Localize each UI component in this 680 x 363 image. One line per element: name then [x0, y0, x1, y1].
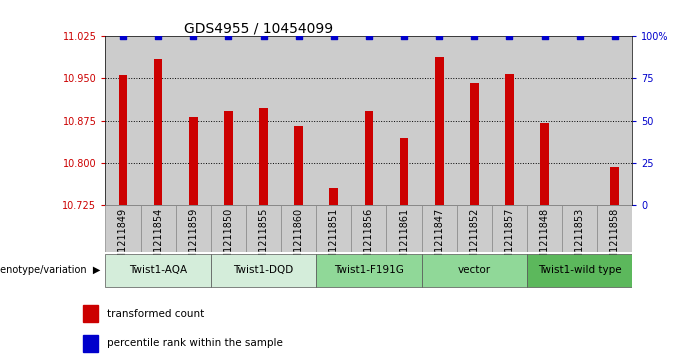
Text: GSM1211858: GSM1211858 — [610, 207, 620, 273]
Bar — [211, 205, 246, 252]
Bar — [329, 188, 338, 205]
Point — [293, 33, 304, 39]
Text: transformed count: transformed count — [107, 309, 205, 319]
Bar — [294, 126, 303, 205]
Bar — [457, 205, 492, 252]
Bar — [492, 205, 527, 252]
Bar — [83, 305, 99, 322]
Point — [609, 33, 620, 39]
Bar — [141, 205, 175, 252]
Bar — [352, 205, 386, 252]
Point — [188, 33, 199, 39]
Bar — [597, 205, 632, 252]
Text: genotype/variation  ▶: genotype/variation ▶ — [0, 265, 100, 276]
Bar — [105, 36, 141, 205]
Bar — [189, 117, 198, 205]
Text: GSM1211850: GSM1211850 — [223, 207, 233, 273]
Bar — [175, 205, 211, 252]
Bar — [386, 36, 422, 205]
Bar — [527, 205, 562, 252]
Bar — [281, 36, 316, 205]
Text: GSM1211856: GSM1211856 — [364, 207, 374, 273]
Bar — [575, 204, 584, 205]
Point — [328, 33, 339, 39]
Text: Twist1-wild type: Twist1-wild type — [538, 265, 622, 276]
Text: GDS4955 / 10454099: GDS4955 / 10454099 — [184, 21, 334, 35]
Point — [469, 33, 479, 39]
Text: percentile rank within the sample: percentile rank within the sample — [107, 338, 284, 348]
Bar — [492, 36, 527, 205]
Point — [258, 33, 269, 39]
Text: GSM1211861: GSM1211861 — [399, 207, 409, 273]
Bar — [211, 36, 246, 205]
Point — [398, 33, 409, 39]
Bar — [175, 36, 211, 205]
Bar — [562, 205, 597, 252]
Point — [574, 33, 585, 39]
Text: GSM1211848: GSM1211848 — [539, 207, 549, 273]
Bar — [83, 335, 99, 352]
Bar — [316, 36, 352, 205]
Bar — [527, 254, 632, 287]
Bar — [259, 108, 268, 205]
Bar — [316, 254, 422, 287]
Bar — [118, 74, 127, 205]
Bar — [422, 36, 457, 205]
Text: GSM1211859: GSM1211859 — [188, 207, 199, 273]
Bar — [562, 36, 597, 205]
Bar — [422, 254, 527, 287]
Point — [152, 33, 163, 39]
Bar — [422, 205, 457, 252]
Point — [363, 33, 374, 39]
Text: GSM1211854: GSM1211854 — [153, 207, 163, 273]
Point — [539, 33, 550, 39]
Bar — [316, 205, 352, 252]
Text: Twist1-AQA: Twist1-AQA — [129, 265, 187, 276]
Bar — [400, 138, 409, 205]
Bar — [246, 36, 281, 205]
Text: GSM1211847: GSM1211847 — [434, 207, 444, 273]
Text: GSM1211849: GSM1211849 — [118, 207, 128, 273]
Bar — [105, 205, 141, 252]
Text: vector: vector — [458, 265, 491, 276]
Point — [434, 33, 445, 39]
Text: GSM1211857: GSM1211857 — [505, 207, 515, 273]
Point — [223, 33, 234, 39]
Bar — [211, 254, 316, 287]
Text: GSM1211855: GSM1211855 — [258, 207, 269, 273]
Bar — [435, 57, 443, 205]
Bar — [105, 254, 211, 287]
Bar — [505, 74, 514, 205]
Bar — [527, 36, 562, 205]
Point — [118, 33, 129, 39]
Bar — [386, 205, 422, 252]
Point — [504, 33, 515, 39]
Text: GSM1211860: GSM1211860 — [294, 207, 304, 273]
Bar — [470, 83, 479, 205]
Bar — [352, 36, 386, 205]
Bar — [597, 36, 632, 205]
Bar — [611, 167, 619, 205]
Bar — [154, 59, 163, 205]
Bar — [281, 205, 316, 252]
Text: GSM1211851: GSM1211851 — [328, 207, 339, 273]
Text: GSM1211852: GSM1211852 — [469, 207, 479, 273]
Text: Twist1-DQD: Twist1-DQD — [233, 265, 294, 276]
Bar — [364, 111, 373, 205]
Bar — [246, 205, 281, 252]
Text: Twist1-F191G: Twist1-F191G — [334, 265, 404, 276]
Bar — [224, 111, 233, 205]
Text: GSM1211853: GSM1211853 — [575, 207, 585, 273]
Bar — [540, 123, 549, 205]
Bar — [141, 36, 175, 205]
Bar — [457, 36, 492, 205]
